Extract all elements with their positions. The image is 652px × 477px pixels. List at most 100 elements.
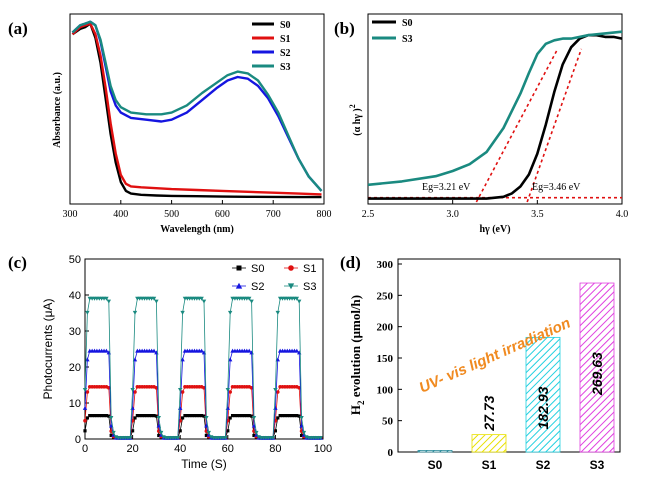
panel-c-series-s1-point	[133, 390, 137, 394]
panel-c-series-s0-point	[188, 414, 192, 418]
panel-d-category-label: S3	[590, 458, 605, 472]
panel-c-x-tick-label: 0	[82, 443, 88, 455]
panel-c-series-s0-point	[285, 414, 289, 418]
panel-c-series-s3-point	[178, 388, 183, 393]
panel-c-series-s3-point	[204, 416, 209, 421]
panel-b-legend-label-s3: S3	[402, 34, 413, 45]
panel-c-series-s3-point	[180, 310, 185, 315]
panel-d-bar-s2	[525, 336, 561, 453]
panel-c-series-s0-point	[192, 414, 197, 418]
panel-c-series-s0-point	[109, 433, 113, 438]
panel-c-series-s0-point	[195, 414, 199, 418]
panel-c-series-s0-point	[107, 414, 111, 418]
panel-a: (a) 300 400 500 600 700 800 Wavelength (nm) A…	[8, 13, 332, 235]
panel-c-series-s2-point	[151, 348, 157, 353]
panel-c-series-s0-point	[292, 414, 297, 418]
panel-a-x-tick-label: 600	[215, 209, 230, 220]
panel-c-series-s0-point	[135, 414, 139, 418]
panel-c-series-s0-point	[242, 414, 247, 418]
panel-c-series-s2-point	[294, 348, 300, 353]
panel-c-legend-label-s3: S3	[303, 281, 316, 293]
panel-a-legend: S0 S1 S2 S3	[252, 20, 291, 73]
panel-c-series-s0-point	[133, 416, 137, 420]
panel-d-y-tick-label: 150	[377, 353, 394, 365]
panel-c-series-s0-point	[88, 414, 92, 418]
panel-c-series-s3-point	[199, 296, 204, 301]
panel-c-series-s2-point	[247, 348, 252, 353]
panel-d-y-tick-label: 300	[377, 259, 394, 271]
panel-b-fit-line-0	[475, 48, 559, 203]
panel-b-x-tick-label: 2.5	[362, 209, 375, 220]
panel-c-series-s0-point	[200, 414, 204, 418]
panel-c-series-s0-point	[204, 433, 208, 438]
panel-c-series-s0-point	[83, 429, 87, 433]
panel-c-series-s3-point	[251, 416, 257, 421]
panel-c-series-s0-point	[102, 414, 106, 418]
panel-d-ylabel-h: H	[348, 405, 363, 415]
panel-c-ylabel: Photocurrents (μA)	[41, 299, 55, 400]
panel-c-series-s1-line	[84, 386, 321, 439]
panel-c-series-s0-point	[250, 414, 254, 418]
panel-c-series-s0-point	[142, 414, 147, 418]
panel-a-legend-label-s0: S0	[280, 20, 291, 31]
panel-a-x-tick-label: 500	[164, 209, 179, 220]
panel-c-series-s3-point	[294, 296, 300, 301]
panel-b-x-tick-label: 4.0	[616, 209, 629, 220]
panel-b-eg-s0-label: Eg=3.46 eV	[532, 182, 581, 193]
panel-b-ylabel: (α hγ )2	[348, 104, 363, 135]
panel-c-series-s0-point	[152, 414, 156, 418]
panel-c-series-s3-point	[156, 416, 161, 421]
panel-b-fit-lines	[368, 48, 622, 203]
panel-d-bars: S0 S1 27.73 S2 182.93 S3 269.63	[417, 282, 615, 472]
panel-d-category-label: S2	[536, 458, 551, 472]
panel-c-series-s1-point	[275, 390, 280, 394]
panel-c-series-s0-point	[238, 414, 242, 418]
panel-a-x-tick-label: 400	[113, 209, 128, 220]
panel-b-ylabel-sup: 2	[348, 104, 357, 108]
panel-b-ylabel-main: (α hγ )	[352, 108, 363, 135]
panel-c-series-s1-point	[85, 390, 90, 394]
panel-a-x-ticks: 300 400 500 600 700 800	[63, 200, 332, 220]
panel-c-series-s0-point	[235, 414, 239, 418]
panel-c-series-s0-point	[202, 414, 206, 418]
panel-b: (b) 2.5 3.0 3.5 4.0 hγ (eV) (α hγ )2 Eg=3.2…	[334, 13, 629, 235]
panel-c-legend-marker-s3	[287, 283, 295, 290]
panel-d-ylabel-sub: 2	[356, 400, 366, 405]
panel-c-series-s0-point	[290, 414, 294, 418]
panel-c-series-s0-point	[140, 414, 144, 418]
panel-c-series-s3-point	[108, 416, 114, 421]
panel-c-ticks: 0 20 40 60 80 100 0 10 20 30 40 50	[69, 254, 332, 455]
panel-c-series-s0-point	[180, 416, 185, 420]
panel-c-series-s0-line	[84, 415, 321, 439]
panel-c-series-s0-point	[197, 414, 201, 418]
panel-c-y-tick-label: 0	[75, 434, 81, 446]
panel-c-series-s0-point	[85, 416, 89, 420]
panel-c-series-s3-point	[82, 388, 88, 393]
panel-c-series-s0-point	[147, 414, 151, 418]
panel-c-series-s0-point	[190, 414, 194, 418]
panel-c-series-s0-point	[245, 414, 249, 418]
panel-d-bar-s3	[579, 282, 615, 453]
panel-c-series-s0-point	[183, 414, 187, 418]
panel-c-frame	[84, 258, 324, 440]
panel-c-series-s3-point	[201, 299, 207, 304]
panel-c-series-s0-point	[157, 433, 161, 438]
panel-d-value-label: 27.73	[481, 395, 497, 431]
panel-c-legend-marker-s0	[236, 265, 242, 271]
panel-c-series-s0-point	[288, 414, 292, 418]
panel-c-series-s0-point	[297, 414, 301, 418]
panel-c-series-s0-point	[273, 429, 277, 433]
panel-c-x-tick-label: 80	[269, 443, 281, 455]
panel-b-x-tick-label: 3.0	[446, 209, 459, 220]
panel-c-series-s0-point	[247, 414, 251, 418]
panel-b-x-tick-label: 3.5	[531, 209, 544, 220]
panel-c-series-s2-point	[199, 348, 204, 353]
panel-c-series-s0-point	[150, 414, 154, 418]
panel-c-series-s0-point	[276, 416, 280, 420]
panel-d-y-tick-label: 0	[388, 447, 394, 459]
panel-b-label: (b)	[334, 19, 355, 38]
panel-c-x-tick-label: 40	[174, 443, 186, 455]
panel-d-frame	[397, 258, 621, 453]
panel-c-series-s2-line	[84, 350, 321, 439]
